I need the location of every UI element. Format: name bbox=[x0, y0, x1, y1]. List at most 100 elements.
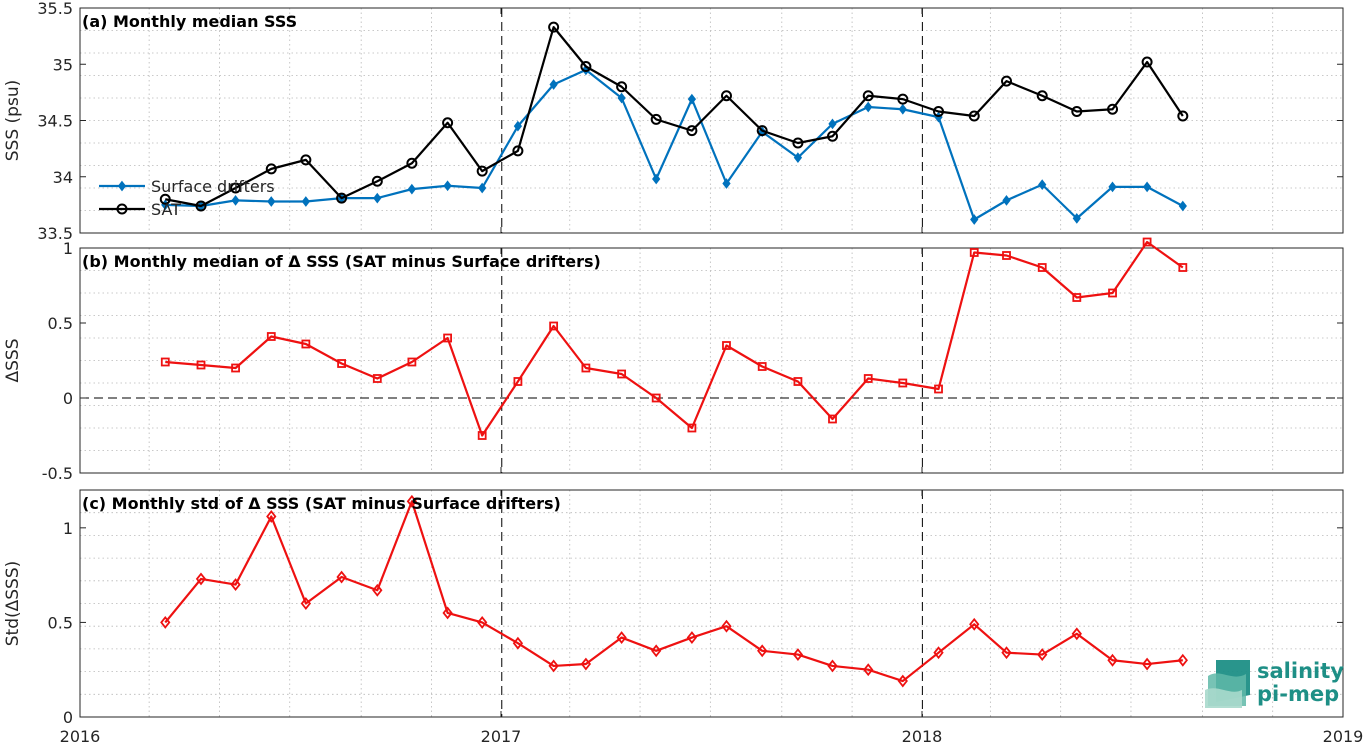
data-point-marker bbox=[897, 674, 908, 688]
data-point-marker bbox=[580, 657, 592, 671]
series-line-delta bbox=[165, 240, 1184, 437]
series-line-surface-drifters bbox=[165, 68, 1184, 221]
data-point-marker bbox=[337, 359, 346, 368]
data-point-marker bbox=[1177, 653, 1188, 667]
data-point-marker bbox=[793, 377, 803, 386]
x-tick-label: 2017 bbox=[481, 727, 522, 745]
data-point-marker bbox=[1108, 288, 1117, 298]
data-point-marker bbox=[1001, 75, 1013, 87]
y-axis-label: SSS (psu) bbox=[3, 80, 23, 161]
x-tick-label: 2018 bbox=[902, 727, 943, 745]
y-tick-label: 34 bbox=[53, 168, 73, 187]
data-point-marker bbox=[371, 175, 383, 187]
logo-text-pi-mep: pi-mep bbox=[1257, 682, 1339, 706]
data-point-marker bbox=[756, 125, 768, 137]
data-point-marker bbox=[301, 339, 311, 349]
data-point-marker bbox=[1002, 251, 1011, 260]
data-point-marker bbox=[792, 648, 804, 662]
data-point-marker bbox=[477, 431, 487, 440]
data-point-marker bbox=[512, 636, 524, 650]
data-point-marker bbox=[828, 414, 837, 424]
data-point-marker bbox=[372, 583, 383, 597]
data-point-marker bbox=[1141, 657, 1153, 671]
data-point-marker bbox=[1001, 646, 1012, 660]
data-point-marker bbox=[862, 90, 874, 102]
data-point-marker bbox=[196, 360, 206, 370]
legend-entry: Surface drifters bbox=[151, 177, 275, 196]
data-point-marker bbox=[934, 384, 943, 394]
data-point-marker bbox=[616, 81, 628, 93]
data-point-marker bbox=[686, 125, 698, 137]
data-point-marker bbox=[687, 423, 697, 433]
data-point-marker bbox=[1107, 653, 1118, 667]
data-point-marker bbox=[757, 362, 767, 371]
data-point-marker bbox=[443, 180, 452, 192]
data-point-marker bbox=[970, 214, 979, 225]
chart-panel-a: 33.5 34 34.5 35 35.5 SSS (psu) (a) Monthly med… bbox=[3, 0, 1344, 243]
data-point-marker bbox=[897, 93, 909, 105]
data-point-marker bbox=[721, 619, 732, 633]
legend-marker bbox=[116, 203, 128, 215]
data-point-marker bbox=[863, 663, 874, 677]
data-point-marker bbox=[267, 196, 276, 207]
series-line-delta bbox=[164, 500, 1183, 683]
data-point-marker bbox=[722, 341, 731, 350]
data-point-marker bbox=[616, 631, 627, 644]
data-point-marker bbox=[1177, 110, 1189, 122]
data-point-marker bbox=[300, 154, 312, 166]
logo-wave-icon bbox=[1205, 688, 1242, 708]
data-point-marker bbox=[407, 357, 417, 367]
data-point-marker bbox=[1036, 90, 1048, 102]
legend: Surface drifters SAT bbox=[99, 177, 275, 219]
chart-panel-b: -0.5 0 0.5 1 ΔSSS (b) Monthly median of Δ SSS… bbox=[3, 237, 1344, 483]
data-point-marker bbox=[1037, 648, 1048, 662]
data-point-marker bbox=[1107, 103, 1119, 115]
data-point-marker bbox=[864, 101, 873, 113]
data-point-marker bbox=[652, 173, 661, 185]
y-tick-label: 0.5 bbox=[48, 613, 73, 632]
data-point-marker bbox=[686, 631, 698, 644]
data-point-marker bbox=[230, 578, 241, 592]
data-point-marker bbox=[231, 363, 240, 373]
data-point-marker bbox=[1038, 179, 1047, 190]
data-point-marker bbox=[373, 192, 382, 204]
legend-marker bbox=[117, 180, 127, 192]
data-point-marker bbox=[863, 374, 873, 383]
data-point-marker bbox=[933, 106, 945, 117]
data-point-marker bbox=[231, 195, 240, 206]
data-point-marker bbox=[548, 659, 559, 673]
data-point-marker bbox=[160, 615, 171, 629]
data-point-marker bbox=[1072, 213, 1081, 224]
data-point-marker bbox=[548, 21, 560, 33]
data-point-marker bbox=[827, 659, 838, 673]
data-point-marker bbox=[1178, 263, 1188, 272]
data-point-marker bbox=[1108, 181, 1117, 193]
data-point-marker bbox=[969, 248, 979, 257]
y-tick-label: 0 bbox=[63, 708, 73, 727]
y-tick-label: 35.5 bbox=[37, 0, 73, 18]
data-point-marker bbox=[549, 79, 558, 90]
data-point-marker bbox=[336, 192, 348, 204]
data-point-marker bbox=[159, 193, 171, 205]
legend-entry: SAT bbox=[151, 200, 181, 219]
data-point-marker bbox=[651, 393, 661, 403]
data-point-marker bbox=[406, 157, 418, 169]
y-axis-label: ΔSSS bbox=[3, 338, 23, 382]
data-point-marker bbox=[933, 646, 944, 660]
data-point-marker bbox=[722, 178, 731, 189]
y-tick-label: 0.5 bbox=[48, 314, 73, 333]
data-point-marker bbox=[477, 615, 488, 629]
data-point-marker bbox=[195, 572, 207, 586]
panel-title: (c) Monthly std of Δ SSS (SAT minus Surf… bbox=[82, 494, 561, 513]
data-point-marker bbox=[195, 200, 207, 212]
data-point-marker bbox=[443, 333, 453, 343]
data-point-marker bbox=[687, 93, 697, 105]
data-point-marker bbox=[442, 606, 453, 620]
data-point-marker bbox=[792, 137, 804, 149]
x-tick-label: 2016 bbox=[60, 727, 101, 745]
data-point-marker bbox=[266, 510, 277, 523]
data-point-marker bbox=[549, 321, 559, 331]
data-point-marker bbox=[826, 130, 838, 142]
y-tick-label: 1 bbox=[63, 239, 73, 258]
